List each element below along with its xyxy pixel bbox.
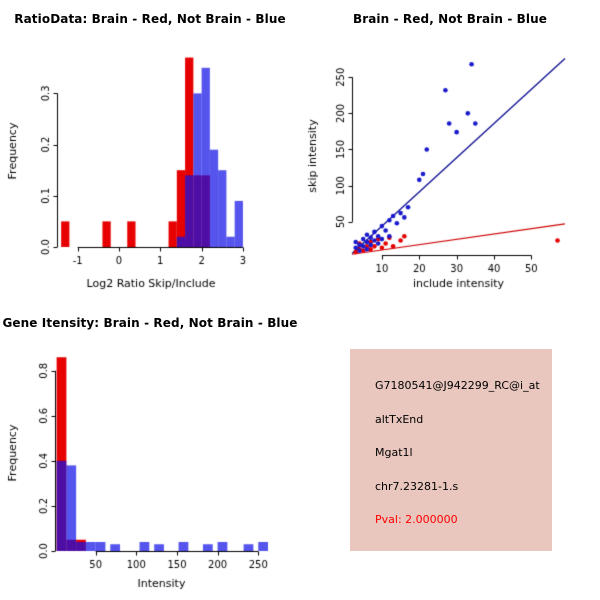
intensity-scatter-panel: Brain - Red, Not Brain - Blue — [300, 0, 600, 300]
ratio-histogram-plot — [0, 0, 300, 300]
intensity-scatter-plot — [300, 0, 600, 300]
gene-name-text: Mgat1l — [375, 446, 413, 459]
gene-intensity-histogram-panel: Gene Itensity: Brain - Red, Not Brain - … — [0, 300, 300, 600]
splice-type-text: altTxEnd — [375, 412, 424, 426]
pval-text: Pval: 2.000000 — [375, 513, 458, 526]
chromosome-location-text: chr7.23281-1.s — [375, 479, 459, 493]
gene-intensity-histogram-title: Gene Itensity: Brain - Red, Not Brain - … — [2, 316, 298, 330]
gene-info-panel: G7180541@J942299_RC@i_at altTxEnd Mgat1l… — [350, 349, 552, 551]
intensity-scatter-title: Brain - Red, Not Brain - Blue — [352, 12, 548, 26]
ratio-histogram-title: RatioData: Brain - Red, Not Brain - Blue — [14, 12, 286, 26]
ratio-histogram-panel: RatioData: Brain - Red, Not Brain - Blue — [0, 0, 300, 300]
gene-intensity-histogram-plot — [0, 300, 300, 600]
probe-id-text: G7180541@J942299_RC@i_at — [375, 379, 540, 392]
